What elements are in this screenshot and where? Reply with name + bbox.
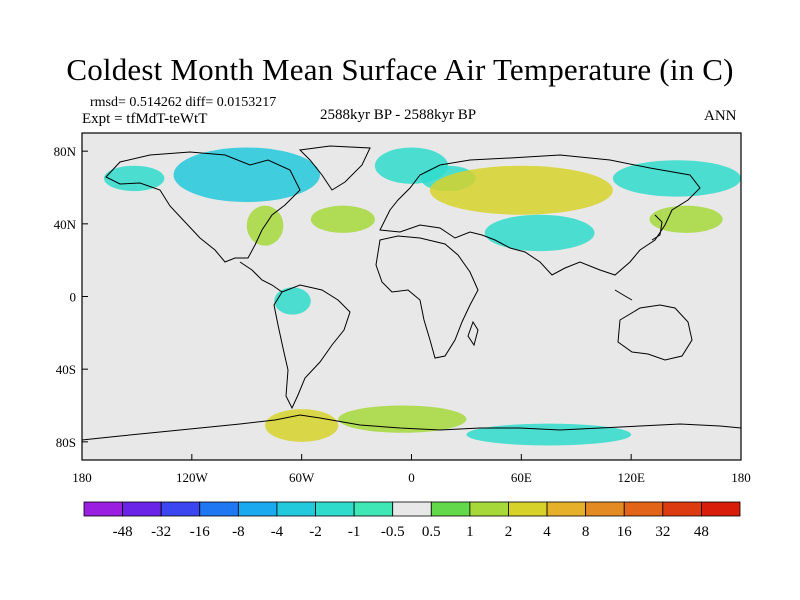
lon-tick-label: 60E (511, 470, 532, 485)
colorbar-label: 32 (655, 524, 670, 540)
coastlines (81, 145, 742, 441)
colorbar-label: 4 (543, 524, 551, 540)
season-label: ANN (704, 108, 737, 124)
colorbar-label: -32 (151, 524, 171, 540)
map-title: Coldest Month Mean Surface Air Temperatu… (66, 52, 734, 87)
lat-tick-label: 80N (54, 144, 77, 159)
lat-tick-label: 40N (54, 217, 77, 232)
region-southern-ocean-ind (466, 423, 632, 446)
colorbar-label: -1 (348, 524, 361, 540)
lon-tick-label: 180 (731, 470, 751, 485)
period-label: 2588kyr BP - 2588kyr BP (320, 107, 477, 123)
colorbar-label: -48 (113, 524, 133, 540)
colorbar-label: 8 (582, 524, 590, 540)
colorbar-swatch (701, 501, 741, 517)
map-area (81, 132, 742, 461)
colorbar-swatch (237, 501, 278, 517)
lon-tick-label: 0 (408, 470, 415, 485)
colorbar-swatch (83, 501, 123, 517)
colorbar-swatch (392, 501, 432, 517)
experiment-label: Expt = tfMdT-teWtT (82, 111, 208, 127)
colorbar-label: 2 (505, 524, 513, 540)
colorbar-label: -4 (271, 524, 284, 540)
colorbar-swatch (353, 501, 394, 517)
colorbar-swatch (546, 501, 587, 517)
region-east-siberia (612, 160, 741, 197)
region-central-asia (484, 214, 595, 252)
stats-line: rmsd= 0.514262 diff= 0.0153217 (90, 95, 277, 110)
colorbar-swatch (160, 501, 201, 517)
colorbar-swatch (430, 501, 471, 517)
colorbar-label: -16 (190, 524, 210, 540)
colorbar-label: 16 (617, 524, 633, 540)
colorbar-swatch (623, 501, 664, 517)
colorbar-swatch (469, 501, 509, 517)
region-amazon (274, 287, 311, 315)
colorbar-swatch (315, 501, 355, 517)
lat-tick-label: 0 (70, 290, 77, 305)
colorbar-label: -0.5 (381, 524, 405, 540)
lat-tick-label: 80S (56, 435, 76, 450)
lon-tick-label: 60W (289, 470, 315, 485)
colorbar-swatch (199, 501, 239, 517)
colorbar-swatch (508, 501, 548, 517)
colorbar-label: -8 (232, 524, 245, 540)
region-north-atlantic (310, 205, 375, 233)
colorbar-label: 48 (694, 524, 709, 540)
region-antarctic-peninsula (265, 409, 339, 442)
lon-tick-label: 120E (617, 470, 645, 485)
lat-tick-label: 40S (56, 362, 76, 377)
lon-tick-label: 120W (176, 470, 209, 485)
region-arctic-canada (173, 147, 320, 203)
lon-tick-label: 180 (72, 470, 92, 485)
colorbar-swatch (122, 501, 162, 517)
colorbar-label: -2 (309, 524, 322, 540)
colorbar-label: 0.5 (422, 524, 441, 540)
colorbar-swatch (585, 501, 625, 517)
colorbar: -48 -32 -16 -8 -4 -2 -1 -0.5 0.5 1 2 4 8 16 32 48 (83, 501, 741, 540)
region-southern-ocean-atl (338, 405, 467, 433)
colorbar-swatch (662, 501, 702, 517)
region-alaska (103, 165, 165, 192)
region-north-pacific (649, 205, 723, 233)
colorbar-swatch (276, 501, 316, 517)
colorbar-label: 1 (466, 524, 474, 540)
axes: 80N 40N 0 40S 80S 180 120W 60W 0 60E 120E 180 (54, 144, 751, 485)
region-siberia (429, 165, 613, 215)
